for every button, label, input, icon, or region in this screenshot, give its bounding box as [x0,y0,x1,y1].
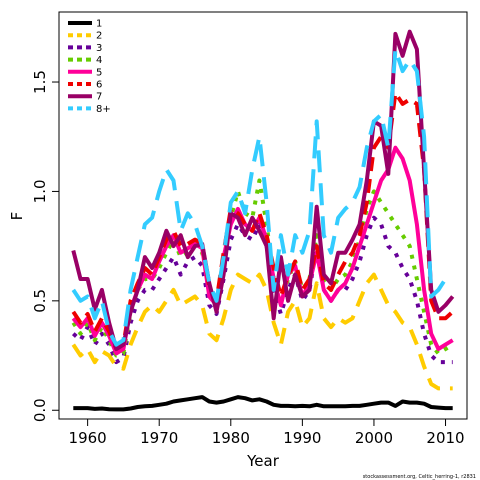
legend-label-1: 1 [96,19,102,30]
legend-label-3: 3 [96,43,102,54]
series-line-4 [71,178,454,358]
y-tick-label-0.0: 0.0 [31,398,49,422]
series-line-2 [71,272,453,391]
legend-label-2: 2 [96,31,102,42]
y-tick-label-1.5: 1.5 [31,70,49,94]
series-line-8 [71,47,453,347]
legend-label-6: 6 [96,80,102,91]
series-line-7 [71,29,455,351]
x-tick-label-2000: 2000 [355,429,393,447]
caption: stockassessment.org, Celtic_herring-1, r… [363,474,476,480]
series-line-1 [73,395,453,412]
x-tick-label-1980: 1980 [212,429,250,447]
x-tick-label-1990: 1990 [283,429,321,447]
axes-layer: 1960 1970 1980 1990 2000 2010 0.0 0.5 1.0 1.5 [31,70,465,447]
x-tick-label-1960: 1960 [69,429,107,447]
legend-label-7: 7 [96,92,102,103]
legend-label-8: 8+ [96,104,111,115]
x-tick-label-2010: 2010 [426,429,464,447]
y-tick-label-0.5: 0.5 [31,289,49,313]
legend-label-4: 4 [96,55,102,66]
legend-label-5: 5 [96,67,102,78]
y-axis-title: F [8,212,26,221]
y-tick-label-1.0: 1.0 [31,180,49,204]
series-layer [71,29,455,412]
x-axis-title: Year [246,452,280,470]
plot-frame [58,11,468,420]
x-tick-label-1970: 1970 [140,429,178,447]
